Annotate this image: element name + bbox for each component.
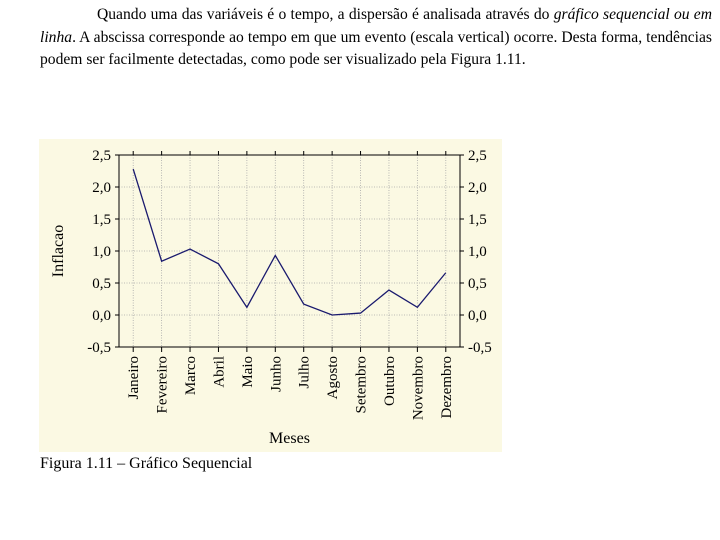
y-tick-label-left: 1,0	[92, 244, 111, 260]
figure-panel: -0,5 -0,5 0,0 0,0 0,5 0,5 1,0 1,0 1,5 1,5 2,0 2,0 2,…	[39, 139, 502, 452]
y-tick-label-right: -0,5	[468, 340, 492, 356]
y-tick-label-left: 1,5	[92, 212, 111, 228]
x-tick-label: Setembro	[354, 356, 370, 414]
y-tick-label-left: 0,0	[92, 308, 111, 324]
paragraph-lead: Quando uma das variáveis é o tempo, a di…	[97, 6, 550, 23]
axis-ticks	[115, 151, 464, 352]
x-tick-label: Fevereiro	[155, 356, 171, 413]
body-paragraph: Quando uma das variáveis é o tempo, a di…	[40, 4, 712, 72]
x-tick-label: Agosto	[325, 356, 341, 399]
y-axis-title: Inflacao	[50, 225, 67, 277]
x-tick-label: Abril	[211, 356, 227, 388]
y-tick-label-right: 2,0	[468, 180, 487, 196]
x-tick-label: Janeiro	[126, 356, 142, 399]
x-tick-label: Novembro	[410, 356, 426, 420]
x-tick-label: Julho	[297, 356, 313, 389]
x-tick-label: Maio	[240, 356, 256, 388]
paragraph-italic-term: gráfico sequencial ou em linha	[40, 6, 712, 46]
y-tick-label-right: 0,0	[468, 308, 487, 324]
y-tick-label-left: 0,5	[92, 276, 111, 292]
x-tick-label: Outubro	[382, 356, 398, 406]
figure-caption: Figura 1.11 – Gráfico Sequencial	[40, 455, 253, 472]
y-tick-label-right: 1,0	[468, 244, 487, 260]
y-tick-label-left: 2,5	[92, 148, 111, 164]
line-chart: -0,5 -0,5 0,0 0,0 0,5 0,5 1,0 1,0 1,5 1,5 2,0 2,0 2,…	[39, 139, 502, 452]
x-tick-label: Dezembro	[439, 356, 455, 418]
x-tick-label: Junho	[268, 356, 284, 392]
y-tick-label-right: 2,5	[468, 148, 487, 164]
x-axis-title: Meses	[269, 430, 310, 447]
y-tick-label-left: -0,5	[87, 340, 111, 356]
chart-background	[39, 139, 502, 452]
paragraph-tail: . A abscissa corresponde ao tempo em que…	[40, 28, 712, 69]
y-tick-label-left: 2,0	[92, 180, 111, 196]
x-tick-label: Marco	[183, 356, 199, 395]
axis-tick-labels: -0,5 -0,5 0,0 0,0 0,5 0,5 1,0 1,0 1,5 1,5 2,0 2,0 2,…	[87, 148, 492, 420]
y-tick-label-right: 0,5	[468, 276, 487, 292]
y-tick-label-right: 1,5	[468, 212, 487, 228]
series-line	[132, 168, 447, 316]
